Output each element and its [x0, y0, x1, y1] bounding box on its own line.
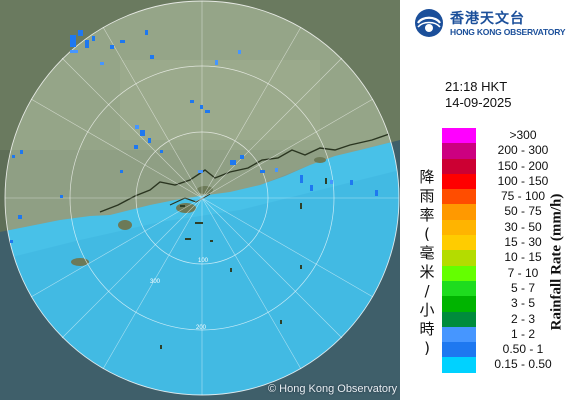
legend-swatch — [442, 265, 476, 281]
legend-swatch — [442, 250, 476, 266]
legend-label: 150 - 200 — [497, 158, 549, 173]
legend-swatch — [442, 280, 476, 297]
legend-label: 75 - 100 — [500, 189, 546, 204]
range-label-200: 200 — [196, 325, 207, 331]
legend-panel: 香港天文台 HONG KONG OBSERVATORY 21:18 HKT 14… — [400, 0, 577, 400]
legend-label: 0.50 - 1 — [502, 342, 544, 357]
legend-swatch — [442, 158, 476, 174]
legend-label: 15 - 30 — [504, 235, 542, 250]
legend-label: 0.15 - 0.50 — [494, 357, 552, 372]
legend-label: 200 - 300 — [497, 143, 549, 158]
legend-swatch — [442, 143, 476, 159]
legend-swatch — [442, 342, 476, 358]
legend-swatch — [442, 173, 476, 190]
range-label-300: 300 — [150, 279, 161, 285]
hko-logo: 香港天文台 HONG KONG OBSERVATORY — [410, 6, 575, 46]
legend-label: 2 - 3 — [510, 311, 535, 326]
legend-swatch — [442, 311, 476, 327]
legend-label: >300 — [509, 128, 537, 142]
legend-label: 50 - 75 — [504, 204, 542, 219]
radar-time: 21:18 HKT — [445, 79, 508, 94]
org-name-cn: 香港天文台 — [450, 11, 525, 27]
legend-swatch — [442, 235, 476, 251]
legend-title-cn: 降雨率(毫米 / 小時) — [419, 168, 435, 357]
legend-label: 10 - 15 — [504, 250, 542, 265]
radar-map-image: 100 200 300 — [0, 0, 400, 400]
legend-swatch — [442, 128, 476, 144]
legend-swatch — [442, 357, 476, 373]
legend-label: 100 - 150 — [497, 173, 549, 188]
legend-label: 5 - 7 — [510, 280, 535, 295]
legend-label: 3 - 5 — [510, 296, 535, 311]
legend-label: 30 - 50 — [504, 219, 542, 234]
legend-label: 7 - 10 — [507, 265, 539, 280]
radar-date: 14-09-2025 — [445, 95, 512, 110]
radar-map[interactable]: 100 200 300 — [0, 0, 400, 400]
legend-swatch — [442, 296, 476, 312]
legend-swatch — [442, 204, 476, 220]
range-label-100: 100 — [198, 258, 209, 264]
hko-emblem-icon — [415, 9, 443, 37]
map-copyright: © Hong Kong Observatory — [268, 383, 398, 395]
org-name-en: HONG KONG OBSERVATORY — [450, 27, 566, 37]
legend-label: 1 - 2 — [510, 326, 535, 341]
legend-swatch — [442, 219, 476, 236]
rain-echoes — [10, 30, 378, 349]
legend-swatch — [442, 189, 476, 205]
legend-swatch — [442, 326, 476, 343]
